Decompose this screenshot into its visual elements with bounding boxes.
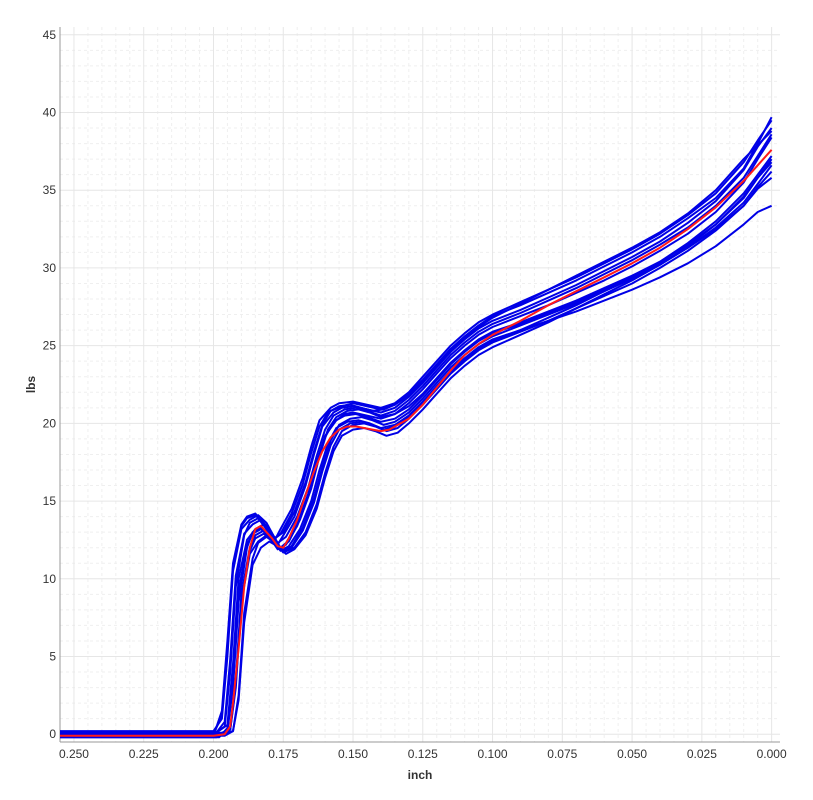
sample-series-line [60,161,773,737]
x-tick-label: 0.125 [408,747,438,761]
y-tick-label: 25 [43,339,57,353]
x-tick-label: 0.000 [757,747,787,761]
y-tick-label: 5 [49,650,56,664]
axes [59,27,780,743]
average-series-line [60,149,773,737]
sample-series-line [60,127,773,736]
sample-series-line [60,164,773,737]
y-axis-label: lbs [24,376,38,394]
y-tick-label: 35 [43,183,57,197]
y-tick-label: 45 [43,28,57,42]
tick-labels: 0.250 0.225 0.200 0.175 0.150 0.125 0.100 0.075… [43,28,787,761]
x-tick-label: 0.175 [268,747,298,761]
sample-series-line [60,116,773,733]
sample-series-line [60,119,773,737]
x-tick-label: 0.225 [129,747,159,761]
y-tick-label: 10 [43,572,57,586]
x-tick-label: 0.100 [478,747,508,761]
x-tick-label: 0.050 [617,747,647,761]
y-tick-label: 30 [43,261,57,275]
sample-series-line [60,130,773,736]
sample-series-line [60,170,773,736]
series-lines [60,116,773,739]
grid [60,27,780,742]
x-tick-label: 0.250 [59,747,89,761]
x-tick-label: 0.150 [338,747,368,761]
x-tick-label: 0.075 [547,747,577,761]
sample-series-line [60,136,773,739]
sample-series-line [60,133,773,734]
y-tick-label: 40 [43,105,57,119]
x-tick-label: 0.025 [687,747,717,761]
x-tick-label: 0.200 [198,747,228,761]
x-axis-label: inch [408,768,433,782]
y-tick-label: 20 [43,416,57,430]
y-tick-label: 15 [43,494,57,508]
y-tick-label: 0 [49,727,56,741]
